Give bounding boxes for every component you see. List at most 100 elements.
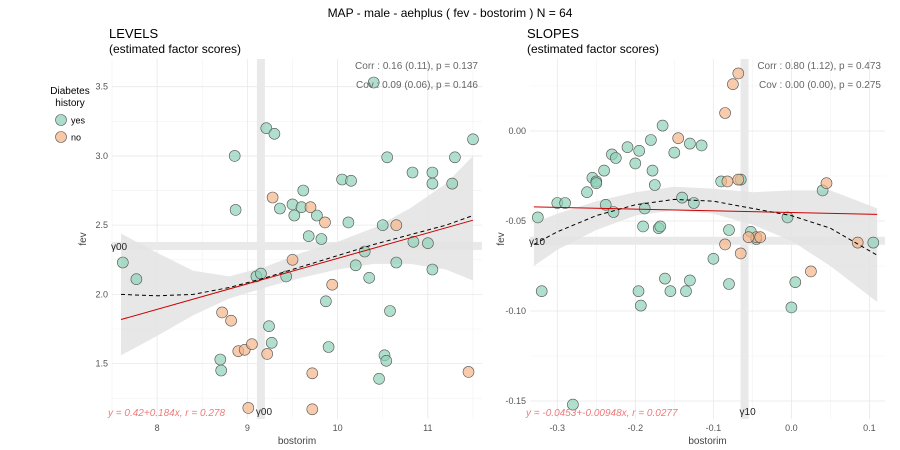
panel-slopes-point-yes (684, 137, 696, 150)
panel-levels-point-yes (384, 305, 396, 317)
panel-slopes-point-no (820, 177, 833, 189)
legend-label-no: no (71, 133, 81, 143)
legend-swatch-yes (55, 114, 67, 126)
panel-slopes-point-yes (684, 274, 696, 287)
panel-slopes-point-yes (680, 285, 692, 298)
panel-slopes-point-yes (621, 141, 634, 153)
panel-levels-point-yes (407, 236, 420, 248)
panel-slopes-point-yes (646, 164, 659, 177)
panel-slopes-point-yes (668, 146, 681, 159)
panel-levels-corr-annotation: Corr : 0.16 (0.11), p = 0.137 (355, 61, 478, 72)
panel-levels-point-yes (263, 320, 275, 333)
panel-slopes-gamma-label-y: γ10 (529, 237, 546, 248)
panel-levels-point-yes (260, 122, 273, 134)
panel-levels-point-yes (426, 177, 439, 190)
panel-slopes-y-tick-label: -0.15 (505, 396, 526, 406)
panel-levels-point-no (319, 216, 331, 229)
panel-levels-point-yes (381, 151, 394, 164)
panel-levels-point-no (326, 278, 339, 291)
panel-levels-point-no (306, 403, 319, 416)
panel-slopes-point-yes (590, 177, 603, 189)
panel-slopes-x-tick-label: -0.1 (706, 423, 722, 433)
panel-levels-point-yes (380, 354, 393, 367)
panel-levels-cov-annotation: Cov : 0.09 (0.06), p = 0.146 (356, 80, 478, 91)
panel-slopes-point-yes (531, 211, 544, 224)
panel-slopes-point-no (719, 238, 731, 251)
panel-slopes-point-yes (723, 224, 735, 236)
panel-levels-point-no (246, 338, 258, 351)
panel-slopes-point-yes (645, 134, 657, 146)
panel-slopes-point-yes (629, 157, 642, 170)
panel-levels-point-yes (406, 166, 419, 179)
panel-slopes-regression-line (533, 206, 878, 215)
panel-levels-point-yes (274, 202, 286, 215)
panel-slopes-corr-annotation: Corr : 0.80 (1.12), p = 0.473 (757, 61, 881, 72)
panel-levels-point-yes (449, 151, 461, 164)
panel-levels-x-tick-label: 8 (155, 423, 160, 433)
panel-slopes-equation: y = -0.0453+-0.00948x, r = 0.0277 (525, 408, 678, 419)
panel-slopes-point-no (734, 247, 747, 260)
panel-levels-point-yes (265, 336, 278, 349)
panel-slopes-point-yes (607, 206, 620, 218)
panel-levels-y-tick-label: 3.5 (95, 82, 108, 92)
panel-slopes-point-yes (867, 236, 880, 249)
panel-levels-y-tick-label: 1.5 (95, 359, 108, 369)
panel-slopes-x-tick-label: 0.0 (785, 423, 798, 433)
panel-slopes-y-tick-label: -0.10 (505, 306, 526, 316)
panel-levels-point-yes (214, 353, 227, 366)
panel-levels-point-yes (311, 209, 323, 222)
panel-slopes-point-no (851, 236, 864, 249)
panel-slopes-point-yes (676, 191, 688, 204)
panel-slopes-point-yes (559, 197, 571, 209)
panel-slopes-point-yes (654, 220, 667, 233)
panel-slopes-point-no (727, 78, 739, 90)
panel-levels-point-yes (297, 184, 310, 197)
panel-slopes-point-yes (637, 220, 649, 233)
panel-slopes-y-axis-label: fev (496, 232, 507, 245)
panel-slopes-point-yes (656, 119, 669, 132)
panel-levels-regression-line (120, 219, 474, 321)
panel-slopes-x-tick-label: -0.3 (550, 423, 566, 433)
panel-slopes-point-yes (638, 202, 651, 215)
panel-levels-point-yes (315, 233, 328, 245)
panel-levels-point-no (286, 253, 299, 266)
panel-levels-point-yes (342, 216, 355, 229)
panel-levels-gamma-vertical-band (256, 59, 265, 419)
panel-levels-x-tick-label: 9 (245, 423, 250, 433)
panel-slopes-point-yes (632, 285, 645, 298)
panel-levels-gamma-label-y: γ00 (111, 242, 128, 253)
panel-levels-x-axis-label: bostorim (278, 436, 316, 447)
panel-levels-y-tick-label: 2.5 (95, 220, 108, 230)
panel-slopes-point-no (754, 231, 767, 243)
panel-levels-point-yes (367, 76, 380, 89)
panel-slopes-point-no (742, 231, 755, 243)
panel-slopes-point-no (719, 107, 731, 119)
panel-levels-y-tick-label: 2.0 (95, 289, 108, 299)
panel-slopes-point-yes (664, 285, 677, 298)
panel-slopes-point-yes (598, 164, 610, 177)
panel-slopes-gamma-label-x: γ10 (740, 407, 757, 418)
panel-slopes-point-yes (634, 299, 647, 312)
panel-levels-equation: y = 0.42+0.184x, r = 0.278 (107, 408, 225, 419)
panel-levels-point-yes (322, 341, 335, 353)
panel-slopes-y-tick-label: -0.05 (505, 216, 526, 226)
panel-levels-y-tick-label: 3.0 (95, 151, 108, 161)
panel-levels-point-yes (229, 204, 242, 216)
panel-levels-point-yes (467, 133, 479, 146)
panel-slopes-point-yes (781, 211, 794, 224)
panel-slopes-point-yes (633, 145, 646, 157)
panel-levels-x-tick-label: 10 (333, 423, 343, 433)
panel-levels-point-no (306, 367, 319, 380)
panel-levels-point-yes (345, 175, 357, 187)
panel-levels-point-no (225, 314, 237, 327)
panel-levels-x-tick-label: 11 (423, 423, 432, 433)
panel-slopes-point-yes (609, 152, 622, 164)
legend-swatch-no (55, 131, 67, 143)
panel-levels-point-yes (376, 219, 389, 231)
panel-slopes-point-yes (687, 197, 700, 209)
panel-slopes-point-yes (695, 139, 708, 152)
legend-label-yes: yes (71, 116, 86, 126)
panel-slopes-y-tick-label: 0.00 (508, 126, 526, 136)
